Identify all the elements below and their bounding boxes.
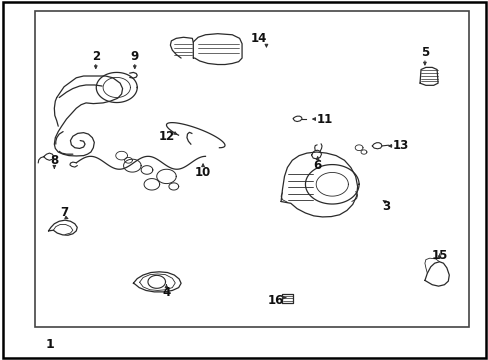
Text: 2: 2 (92, 50, 100, 63)
Text: 1: 1 (45, 338, 54, 351)
Text: 12: 12 (158, 130, 174, 144)
Text: 6: 6 (313, 159, 321, 172)
Text: 15: 15 (430, 249, 447, 262)
Text: 10: 10 (195, 166, 211, 179)
Text: 9: 9 (130, 50, 139, 63)
Text: 7: 7 (60, 206, 68, 219)
Bar (35, 12, 468, 327)
Text: 4: 4 (162, 287, 170, 300)
Text: 13: 13 (391, 139, 408, 152)
Text: 5: 5 (420, 46, 428, 59)
Text: 11: 11 (316, 113, 332, 126)
Text: 16: 16 (267, 294, 284, 307)
Text: 3: 3 (381, 201, 389, 213)
Text: 14: 14 (250, 32, 267, 45)
Text: 8: 8 (50, 154, 59, 167)
